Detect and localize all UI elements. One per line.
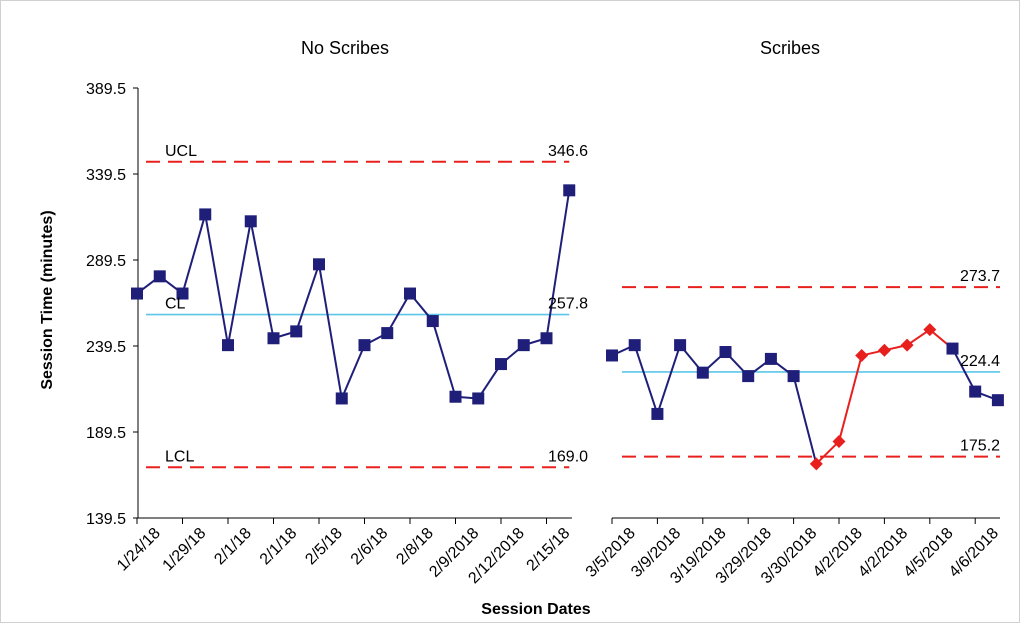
series-segment — [295, 263, 320, 332]
data-point — [674, 339, 687, 352]
data-point — [131, 287, 143, 300]
data-point-highlight — [832, 434, 846, 448]
data-point — [449, 390, 462, 403]
y-tick-label: 239.5 — [86, 339, 126, 356]
data-point-highlight — [855, 348, 869, 362]
data-point — [472, 392, 485, 405]
series-segment — [431, 320, 457, 398]
lcl-value-label: 169.0 — [548, 448, 588, 465]
data-point — [696, 366, 709, 379]
data-point — [563, 184, 576, 197]
y-tick-label: 289.5 — [86, 253, 126, 270]
data-point — [222, 339, 234, 352]
data-point — [290, 325, 303, 338]
data-point — [176, 287, 189, 300]
series-segment — [633, 344, 659, 415]
y-tick-label: 389.5 — [86, 81, 126, 98]
data-point — [628, 339, 641, 352]
data-point — [153, 270, 166, 283]
series-segment — [340, 344, 366, 399]
data-point — [606, 349, 618, 362]
data-point-highlight — [877, 343, 891, 357]
series-segment — [249, 221, 275, 339]
series-segment — [227, 221, 252, 346]
series-segment — [792, 375, 818, 465]
series-segment — [951, 348, 977, 393]
data-point — [517, 339, 530, 352]
data-point — [991, 394, 1004, 407]
data-point — [358, 339, 371, 352]
data-point — [244, 215, 257, 228]
data-point — [426, 315, 439, 328]
y-axis-title: Session Time (minutes) — [39, 210, 56, 389]
y-tick-label: 189.5 — [86, 425, 126, 442]
data-point — [946, 342, 959, 355]
lcl-name-label: LCL — [165, 448, 194, 465]
data-point-highlight — [923, 323, 937, 337]
data-point — [313, 258, 325, 271]
data-point — [381, 327, 394, 340]
series-segment — [318, 264, 343, 399]
cl-value-label: 224.4 — [960, 353, 1000, 370]
cl-value-label: 257.8 — [548, 296, 588, 313]
data-point — [764, 352, 777, 365]
x-axis-title: Session Dates — [481, 601, 590, 618]
data-point — [335, 392, 348, 405]
panel-title: No Scribes — [301, 38, 389, 58]
data-point — [719, 346, 732, 359]
y-tick-label: 339.5 — [86, 167, 126, 184]
data-point-highlight — [900, 338, 914, 352]
data-point — [495, 358, 507, 371]
ucl-name-label: UCL — [165, 143, 197, 160]
data-point — [540, 332, 553, 345]
data-point — [404, 287, 416, 300]
lcl-value-label: 175.2 — [960, 438, 1000, 455]
data-point — [969, 385, 982, 398]
data-point — [651, 407, 664, 420]
data-point-highlight — [809, 457, 823, 471]
series-segment — [656, 344, 682, 415]
series-segment — [386, 293, 411, 334]
y-tick-label: 139.5 — [86, 511, 126, 528]
series-segment — [815, 440, 840, 465]
data-point — [787, 370, 800, 383]
data-point — [742, 370, 755, 383]
series-segment — [181, 214, 207, 294]
ucl-value-label: 346.6 — [548, 143, 588, 160]
series-segment — [204, 214, 229, 346]
data-point — [267, 332, 280, 345]
ucl-value-label: 273.7 — [960, 268, 1000, 285]
series-segment — [838, 355, 863, 442]
panel-title: Scribes — [760, 38, 820, 58]
series-segment — [545, 190, 571, 339]
data-point — [199, 208, 212, 221]
cl-name-label: CL — [165, 296, 186, 313]
